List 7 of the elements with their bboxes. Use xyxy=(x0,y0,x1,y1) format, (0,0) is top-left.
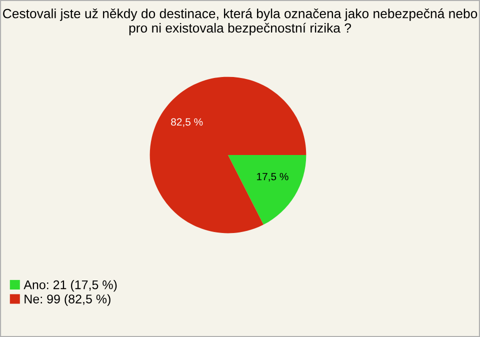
chart-title: Cestovali jste už někdy do destinace, která byla označena jako nebezpečná nebo pro ni existovala bezpečnostní rizika ? xyxy=(3,8,478,36)
data-label: 17,5 % xyxy=(257,172,288,182)
legend-label: Ano: 21 (17,5 %) xyxy=(24,280,117,292)
pie-slice xyxy=(228,155,306,225)
pie-slice xyxy=(150,76,306,234)
data-label: 82,5 % xyxy=(171,118,203,127)
legend-label: Ne: 99 (82,5 %) xyxy=(24,294,110,306)
